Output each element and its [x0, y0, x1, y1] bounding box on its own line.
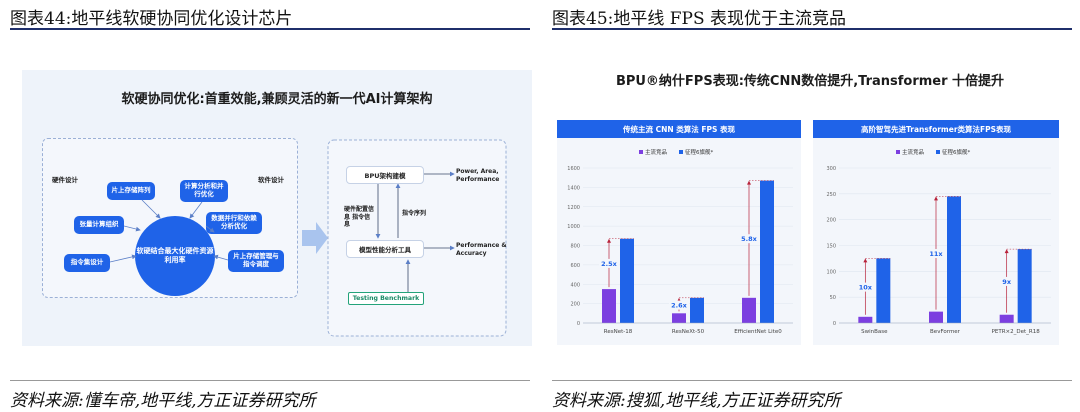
legend-label-1: 征程6旗舰*: [685, 148, 713, 156]
legend-swatch-1: [679, 150, 683, 154]
bar-PETR×2_Det_R18-0: [999, 314, 1014, 323]
y-tick-label-4: 200: [826, 218, 836, 224]
diagram-arrows: [109, 139, 507, 337]
output-power-area-performance: Power, Area, Performance: [456, 168, 500, 183]
output-performance-accuracy: Performance & Accuracy: [456, 242, 507, 257]
annotation-label-0: 2.5x: [601, 260, 618, 268]
annotation-label-1: 2.6x: [671, 302, 688, 310]
annotation-bg-2: [996, 276, 1017, 286]
y-tick-label-6: 1200: [567, 205, 580, 211]
center-circle-hw-sw: 软硬结合最大化硬件资源利用率: [135, 216, 215, 296]
y-tick-label-5: 1000: [567, 224, 580, 230]
transformer-fps-chart: 主流竞品 征程6旗舰* 0 50 100 150 200 250 300 10x SwinBase 1…: [826, 148, 1051, 335]
bpu-modeling-box: BPU架构建模: [346, 166, 424, 184]
y-tick-label-2: 400: [570, 282, 580, 288]
uplift-head-2: [747, 180, 751, 185]
legend-swatch-0: [896, 150, 900, 154]
uplift-head-0: [607, 238, 611, 243]
bar-SwinBase-1: [876, 258, 891, 323]
label-hw-config-info: 硬件配置信息 指令信息: [344, 206, 375, 228]
legend-swatch-1: [936, 150, 940, 154]
hw-box-instruction-set: 指令集设计: [64, 254, 110, 272]
bar-ResNeXt-50-0: [672, 313, 686, 323]
uplift-head-1: [934, 196, 938, 201]
fps-comparison-panel: BPU®纳什FPS表现:传统CNN数倍提升,Transformer 十倍提升 传…: [555, 58, 1065, 348]
uplift-head-0: [863, 258, 868, 263]
annotation-bg-1: [926, 249, 946, 259]
bar-BevFormer-0: [929, 311, 943, 323]
flow-group-box: [327, 139, 507, 337]
testing-benchmark-box: Testing Benchmark: [348, 292, 424, 305]
sw-box-memory-scheduling: 片上存储管理与指令调度: [228, 250, 284, 272]
y-tick-label-1: 200: [570, 302, 580, 308]
x-tick-label-1: ResNeXt-50: [672, 329, 705, 335]
uplift-head-2: [1004, 249, 1009, 254]
software-design-label: 软件设计: [258, 176, 284, 184]
annotation-bg-2: [739, 234, 759, 244]
y-tick-label-7: 1400: [567, 185, 580, 191]
annotation-label-2: 5.8x: [741, 235, 758, 243]
title-rule-right: [552, 28, 1072, 30]
figure-45-title: 图表45:地平线 FPS 表现优于主流竞品: [552, 9, 847, 29]
hw-box-onchip-memory: 片上存储阵列: [107, 182, 155, 200]
annotation-label-2: 9x: [1002, 278, 1012, 286]
bar-PETR×2_Det_R18-1: [1017, 249, 1032, 323]
bar-BevFormer-1: [947, 196, 961, 323]
cnn-fps-chart: 主流竞品 征程6旗舰* 0 200 400 600 800 1000 1200 1400 1600 2…: [567, 148, 793, 335]
bar-EfficientNet Lite0-1: [760, 180, 774, 323]
annotation-label-1: 11x: [929, 250, 943, 258]
x-tick-label-0: ResNet-18: [604, 329, 633, 335]
big-right-arrow: [302, 222, 328, 254]
y-tick-label-3: 600: [570, 263, 580, 269]
annotation-bg-0: [855, 282, 876, 292]
figure-44-title: 图表44:地平线软硬协同优化设计芯片: [10, 9, 293, 29]
cnn-chart-title: 传统主流 CNN 类算法 FPS 表现: [557, 120, 801, 138]
bar-EfficientNet Lite0-0: [742, 297, 756, 323]
legend-label-1: 征程6旗舰*: [942, 148, 970, 156]
fps-heading: BPU®纳什FPS表现:传统CNN数倍提升,Transformer 十倍提升: [615, 74, 1005, 89]
x-tick-label-2: EfficientNet Lite0: [734, 329, 782, 335]
bar-ResNeXt-50-1: [690, 297, 704, 323]
figure-45-source: 资料来源:搜狐,地平线,方正证券研究所: [552, 391, 841, 411]
y-tick-label-4: 800: [570, 244, 580, 250]
source-rule-right: [552, 380, 1072, 381]
y-tick-label-1: 50: [830, 295, 836, 301]
bar-ResNet-18-0: [602, 289, 616, 323]
bar-SwinBase-0: [858, 316, 873, 323]
annotation-label-0: 10x: [859, 284, 873, 292]
y-tick-label-0: 0: [833, 321, 836, 327]
figure-44-source: 资料来源:懂车帝,地平线,方正证券研究所: [10, 391, 316, 411]
codesign-heading: 软硬协同优化:首重效能,兼顾灵活的新一代AI计算架构: [121, 92, 433, 107]
annotation-bg-1: [669, 300, 689, 310]
label-instruction-sequence: 指令序列: [402, 210, 427, 217]
y-tick-label-3: 150: [826, 244, 836, 250]
perf-analysis-tool-box: 模型性能分析工具: [346, 240, 424, 258]
legend-label-0: 主流竞品: [902, 148, 925, 156]
y-tick-label-8: 1600: [567, 166, 580, 172]
codesign-diagram-panel: 软硬协同优化:首重效能,兼顾灵活的新一代AI计算架构 硬件设计 软件设计 片上存…: [22, 70, 532, 346]
y-tick-label-0: 0: [577, 321, 580, 327]
legend-swatch-0: [639, 150, 643, 154]
x-tick-label-1: BevFormer: [930, 329, 961, 335]
title-rule-left: [10, 28, 530, 30]
annotation-bg-0: [599, 258, 619, 268]
hardware-design-label: 硬件设计: [52, 176, 78, 184]
y-tick-label-6: 300: [826, 166, 836, 172]
x-tick-label-2: PETR×2_Det_R18: [992, 329, 1041, 335]
source-rule-left: [10, 380, 530, 381]
transformer-chart-title: 高阶智驾先进Transformer类算法FPS表现: [813, 120, 1059, 138]
x-tick-label-0: SwinBase: [861, 329, 888, 335]
bar-ResNet-18-1: [620, 238, 634, 323]
transformer-chart-box: 高阶智驾先进Transformer类算法FPS表现 主流竞品 征程6旗舰* 0 50 1…: [813, 120, 1059, 345]
y-tick-label-2: 100: [826, 269, 836, 275]
sw-box-data-parallel: 数据并行和依赖分析优化: [206, 212, 262, 234]
legend-label-0: 主流竞品: [645, 148, 668, 156]
sw-box-compute-analysis: 计算分析和并行优化: [180, 180, 228, 202]
y-tick-label-5: 250: [826, 192, 836, 198]
hw-box-tensor-compute: 张量计算组织: [74, 216, 124, 234]
cnn-chart-box: 传统主流 CNN 类算法 FPS 表现 主流竞品 征程6旗舰* 0 200 400 600…: [557, 120, 801, 345]
